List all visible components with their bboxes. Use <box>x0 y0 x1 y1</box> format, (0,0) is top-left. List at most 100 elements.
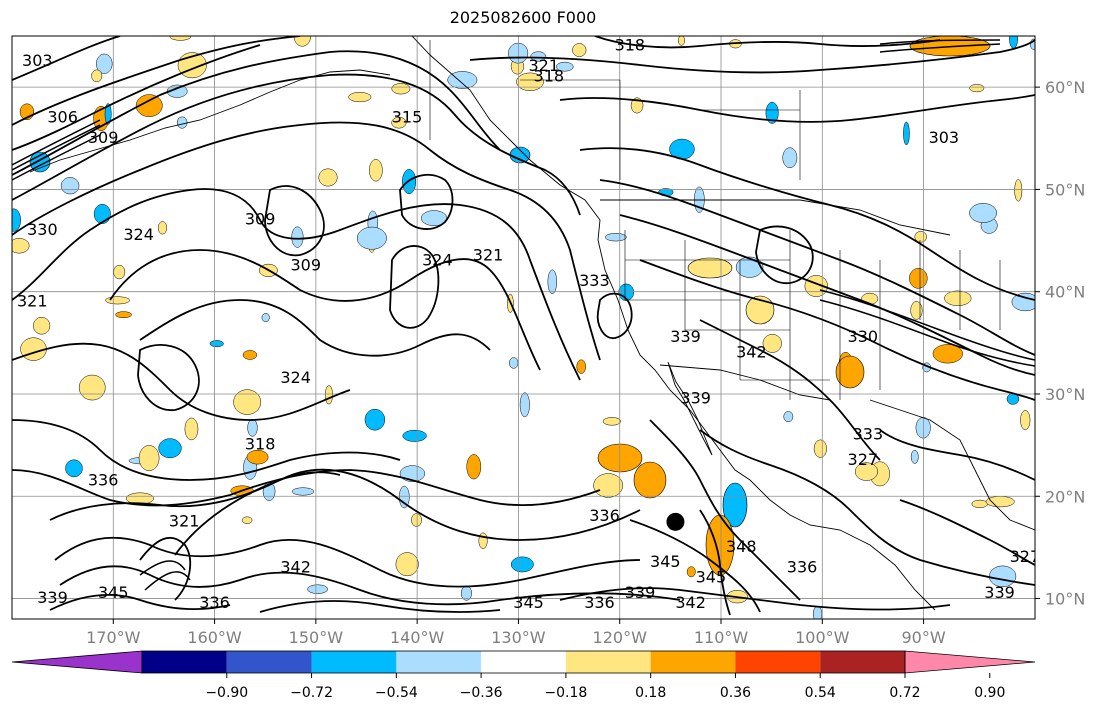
contour-label: 330 <box>848 327 879 346</box>
shading-blob <box>722 482 748 528</box>
shading-blob <box>241 516 253 524</box>
colorbar-extend-high <box>904 650 1036 674</box>
contour-line <box>579 147 1035 301</box>
shading-blob <box>261 313 270 323</box>
contour-label: 309 <box>245 210 276 229</box>
lon-tick-label: 110°W <box>694 628 749 647</box>
contour-label: 318 <box>245 435 276 454</box>
contour-line <box>899 499 1035 566</box>
shading-blob <box>1011 292 1035 312</box>
shading-blob <box>291 487 315 496</box>
contour-label: 327 <box>848 450 879 469</box>
contour-line <box>49 593 501 613</box>
contour-line <box>59 565 681 606</box>
contour-line <box>137 344 200 411</box>
shading-blob <box>395 552 419 577</box>
contour-label: 336 <box>589 506 620 525</box>
contour-line <box>819 289 1035 361</box>
shading-blob <box>169 36 192 41</box>
lon-tick-label: 130°W <box>491 628 546 647</box>
shading-blob <box>519 392 530 418</box>
shading-blob <box>105 296 130 305</box>
contour-line <box>264 185 325 257</box>
shading-blob <box>398 485 410 509</box>
contour-line <box>879 39 1001 45</box>
contour-label: 333 <box>579 271 610 290</box>
shading-blob <box>605 233 627 242</box>
colorbar-segment <box>735 651 821 673</box>
lat-tick-label: 20°N <box>1045 487 1085 506</box>
coastline-baja <box>667 361 713 456</box>
contour-label: 303 <box>929 128 960 147</box>
colorbar-extend-low <box>11 650 143 674</box>
contour-line <box>596 292 633 339</box>
shading-blob <box>516 72 544 91</box>
contour-label: 345 <box>696 568 727 587</box>
shading-blob <box>91 69 103 83</box>
shading-blob <box>944 290 972 306</box>
contour-label: 327 <box>1010 547 1041 566</box>
contour-line <box>12 121 601 361</box>
shading-blob <box>391 116 407 129</box>
shading-blob <box>835 355 865 389</box>
shading-blob <box>93 204 111 224</box>
shading-blob <box>184 417 199 441</box>
shading-blob <box>138 445 160 471</box>
shading-blob <box>113 264 126 280</box>
lat-tick-label: 30°N <box>1045 385 1085 404</box>
shading-blob <box>813 439 827 458</box>
contour-line <box>12 119 101 166</box>
contour-line <box>469 39 1035 74</box>
contour-line <box>49 468 641 541</box>
contours <box>12 36 1035 616</box>
contour-line <box>619 214 1035 376</box>
contour-label: 330 <box>27 220 58 239</box>
contour-label: 345 <box>513 593 544 612</box>
shading-blob <box>576 359 586 374</box>
shading-blob <box>158 438 182 459</box>
lon-tick-label: 170°W <box>86 628 141 647</box>
shading-blob <box>242 350 258 360</box>
contour-line <box>12 50 501 176</box>
colorbar-tick-label: 0.36 <box>720 685 751 701</box>
shading-blob <box>602 417 622 426</box>
colorbar-segment <box>142 651 227 673</box>
shading-blob <box>971 499 988 509</box>
colorbar-segment <box>396 651 482 673</box>
contour-line <box>12 36 121 81</box>
contour-label: 318 <box>534 66 565 85</box>
colorbar-tick-label: 0.54 <box>805 685 836 701</box>
shading-blob <box>765 101 779 124</box>
shading-blob <box>572 43 587 57</box>
coastline-aleutians <box>29 69 391 173</box>
shading-blob <box>65 459 83 478</box>
contour-label: 318 <box>615 36 646 55</box>
lon-tick-label: 160°W <box>187 628 242 647</box>
contour-line <box>699 429 1035 586</box>
colorbar-segment <box>481 651 566 673</box>
contour-line <box>12 342 351 421</box>
shading-blob <box>356 226 387 250</box>
colorbar-tick-label: 0.18 <box>635 685 666 701</box>
shading-blob <box>509 357 519 369</box>
shading-blob <box>104 103 112 125</box>
contour-label: 339 <box>680 389 711 408</box>
colorbar-tick-label: 0.90 <box>974 685 1005 701</box>
contour-line <box>594 36 941 49</box>
shading-blob <box>547 269 557 295</box>
contour-label: 339 <box>37 588 68 607</box>
state-borders <box>429 40 1001 400</box>
shading-blob <box>291 226 304 248</box>
colorbar-segment <box>226 651 312 673</box>
colorbar-tick-label: −0.36 <box>460 685 503 701</box>
contour-label: 339 <box>670 327 701 346</box>
shading-blob <box>1014 179 1023 202</box>
contour-label: 342 <box>280 557 311 576</box>
coastline-gulf <box>869 399 1035 531</box>
contour-line <box>599 179 1035 356</box>
shading-blob <box>782 147 798 169</box>
colorbar-segment <box>565 651 651 673</box>
contour-label: 339 <box>984 583 1015 602</box>
contour-label: 321 <box>528 56 559 75</box>
